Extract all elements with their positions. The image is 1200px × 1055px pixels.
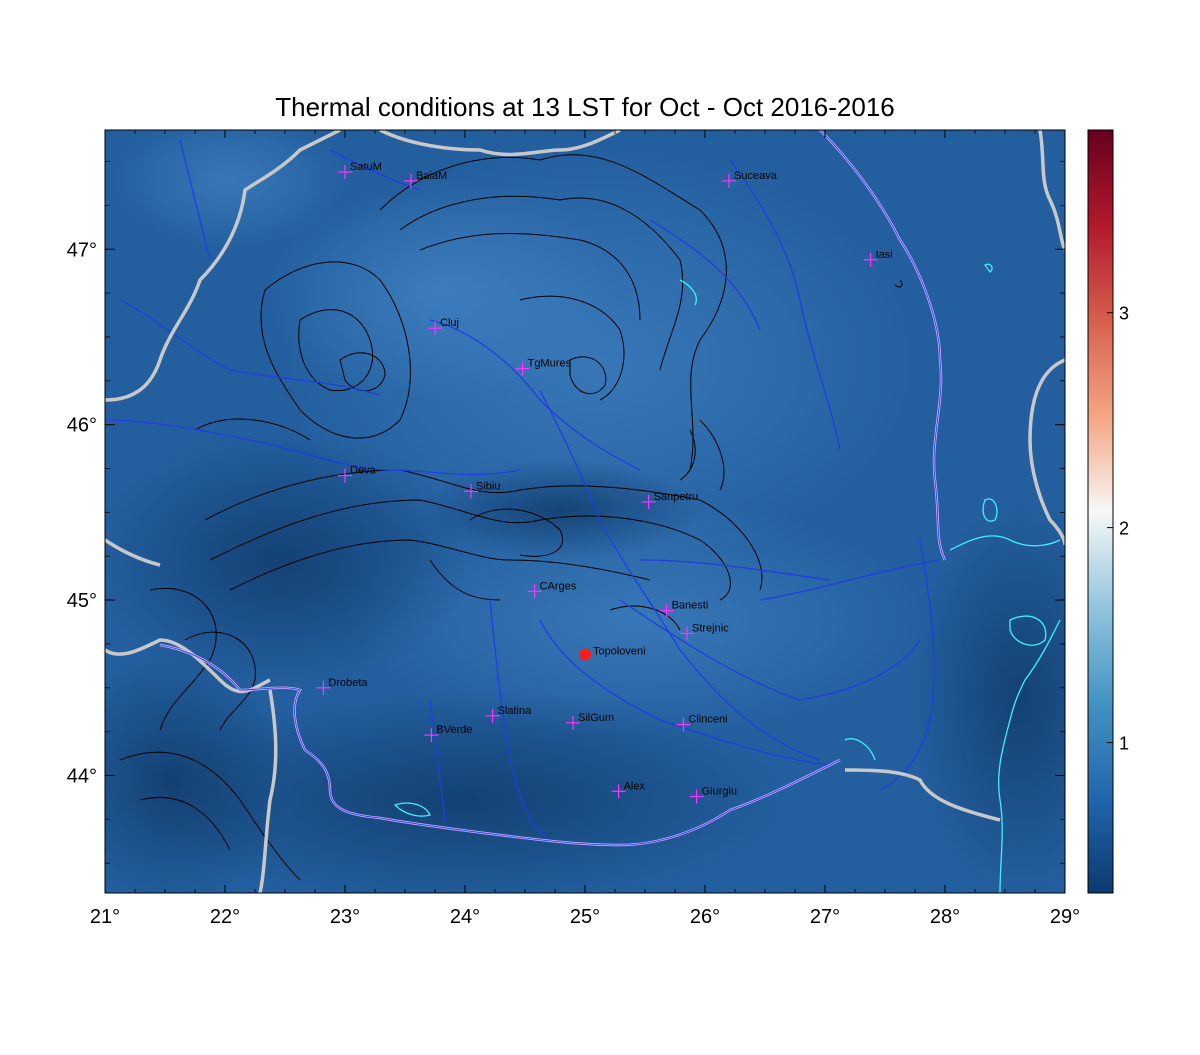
station-label: Banesti [672, 600, 709, 612]
station-label: Cluj [440, 317, 459, 329]
x-tick-label: 21° [90, 906, 120, 928]
station-markers: SatuM BaiaM Suceava Iasi Cluj TgMures Deva Sibi… [316, 161, 893, 804]
map-title: Thermal conditions at 13 LST for Oct - O… [275, 92, 895, 122]
highlight-station-marker [579, 648, 591, 661]
station-label: SilGum [578, 712, 614, 724]
x-tick-label: 27° [810, 906, 840, 928]
station-label: Clinceni [688, 714, 727, 726]
x-tick-label: 22° [210, 906, 240, 928]
station-label: TgMures [528, 358, 572, 370]
station-label: Sanpetru [654, 491, 699, 503]
station-label: Strejnic [692, 622, 729, 634]
station-label: SatuM [350, 161, 382, 173]
colorbar: 1 2 3 [1087, 129, 1129, 894]
station-label: Slatina [498, 705, 533, 717]
coastline [393, 263, 1061, 893]
y-tick-label: 45° [67, 590, 97, 612]
station-label: CArges [540, 580, 577, 592]
map-axes: 21° 22° 23° 24° 25° 26° 27° 28° 29° 44° 45° 46° 47° [67, 129, 1080, 928]
colorbar-tick-label: 1 [1119, 734, 1129, 754]
y-tick-label: 44° [67, 765, 97, 787]
station-label: Suceava [734, 170, 778, 182]
station-label: Drobeta [328, 677, 368, 689]
x-tick-label: 24° [450, 906, 480, 928]
colorbar-tick-label: 2 [1119, 519, 1129, 539]
station-label: Sibiu [476, 480, 500, 492]
station-label: Iasi [876, 249, 893, 261]
x-tick-label: 25° [570, 906, 600, 928]
y-tick-label: 46° [67, 415, 97, 437]
station-label: Alex [624, 780, 646, 792]
y-tick-label: 47° [67, 239, 97, 261]
colorbar-scale [1087, 129, 1114, 894]
highlight-station-label: Topoloveni [593, 645, 646, 657]
x-tick-label: 29° [1050, 906, 1080, 928]
elevation-contours [119, 154, 903, 881]
station-label: BVerde [436, 724, 472, 736]
colorbar-tick-label: 3 [1119, 304, 1129, 324]
station-label: Giurgiu [702, 786, 737, 798]
station-label: BaiaM [416, 170, 447, 182]
station-label: Deva [350, 465, 377, 477]
temperature-field [105, 130, 1065, 893]
x-tick-label: 23° [330, 906, 360, 928]
x-tick-label: 26° [690, 906, 720, 928]
x-tick-label: 28° [930, 906, 960, 928]
